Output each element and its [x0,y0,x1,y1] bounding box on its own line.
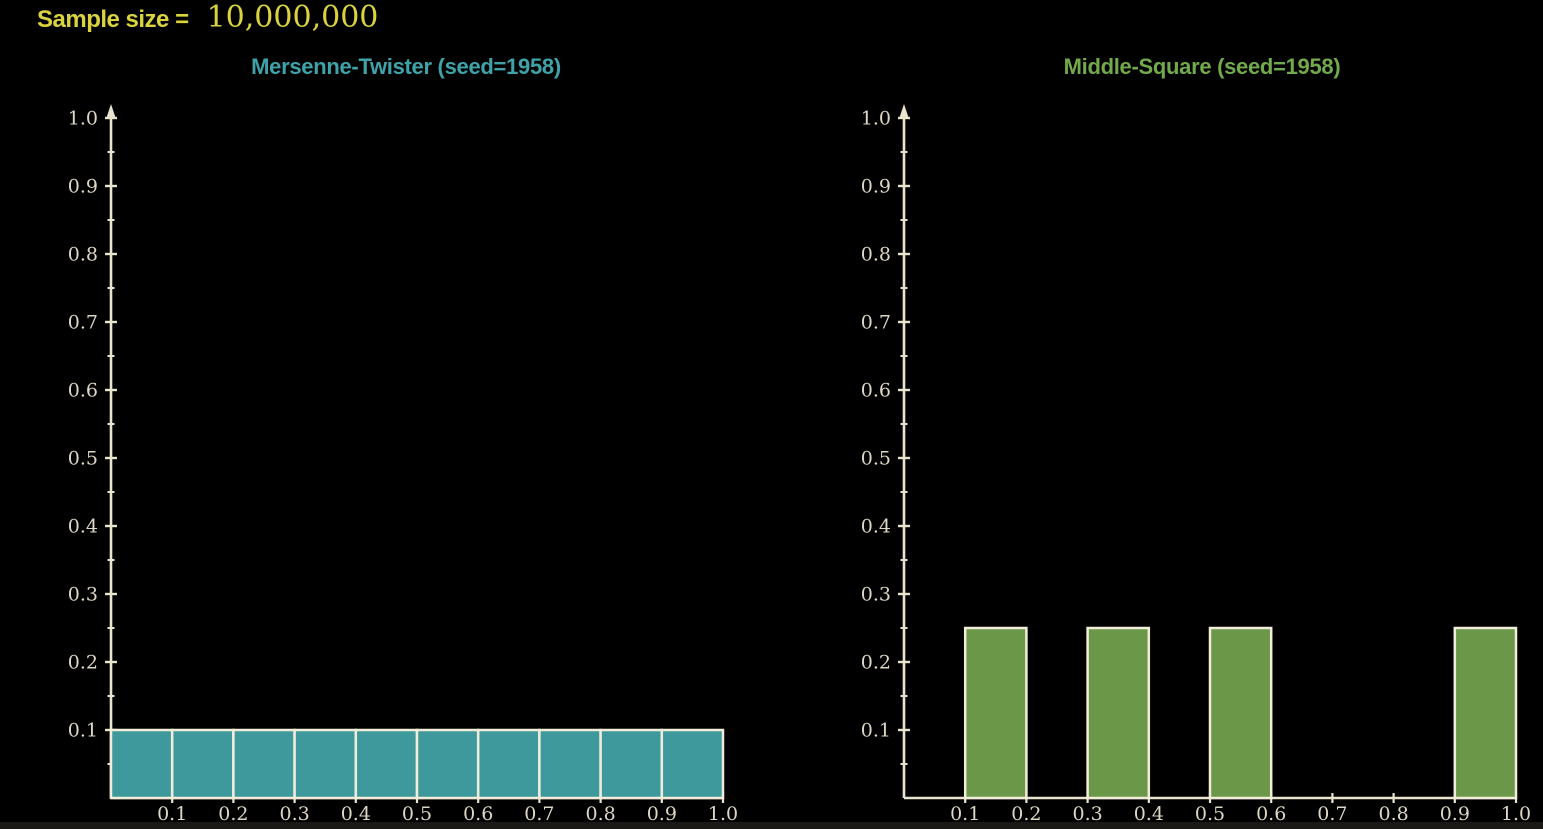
y-tick-label: 0.8 [861,244,891,266]
mersenne-twister-histogram: 0.1 0.2 0.3 0.4 0.5 0.6 0.7 0.8 0.9 1.0 0.1 0.2 0.3 0… [68,104,738,825]
y-tick-label: 0.2 [861,652,891,674]
y-tick-label: 0.1 [861,720,891,742]
y-tick-label: 0.2 [68,652,98,674]
y-tick-label: 0.3 [861,584,891,606]
middle-square-histogram: 0.1 0.2 0.3 0.4 0.5 0.6 0.7 0.8 0.9 1.0 0.1 0.2 0.3 0… [861,104,1531,825]
x-tick-label: 0.4 [341,803,371,825]
y-tick-label: 0.8 [68,244,98,266]
histogram-bar [476,728,541,800]
x-tick-label: 0.2 [1011,803,1041,825]
x-tick-label: 0.7 [524,803,554,825]
bottom-edge-artifact [0,822,1543,829]
histogram-bar [963,626,1028,800]
x-tick-label: 0.3 [279,803,309,825]
y-tick-label: 0.5 [861,448,891,470]
x-tick-label: 1.0 [1501,803,1531,825]
x-tick-label: 0.7 [1317,803,1347,825]
x-tick-label: 0.2 [218,803,248,825]
histogram-bar [599,728,664,800]
y-tick-label: 0.6 [861,380,891,402]
x-tick-label: 0.8 [1378,803,1408,825]
y-tick-label: 0.3 [68,584,98,606]
histogram-bar [1453,626,1518,800]
histogram-bar [232,728,296,800]
x-tick-label: 0.5 [402,803,432,825]
sample-size-label: Sample size = [37,6,189,33]
x-tick-label: 0.6 [1256,803,1286,825]
y-tick-label: 1.0 [861,108,891,130]
x-tick-label: 1.0 [708,803,738,825]
x-tick-label: 0.8 [585,803,615,825]
x-tick-label: 0.4 [1134,803,1164,825]
histogram-bar [415,728,480,800]
histogram-bar [538,728,602,800]
sample-size-value: 10,000,000 [206,0,379,35]
histogram-bar [354,728,419,800]
y-tick-label: 1.0 [68,108,98,130]
y-axis-arrow [106,104,116,119]
x-tick-label: 0.9 [647,803,677,825]
y-tick-label: 0.5 [68,448,98,470]
x-tick-label: 0.6 [463,803,493,825]
y-axis-arrow [899,104,909,119]
x-tick-label: 0.5 [1195,803,1225,825]
histogram-bar [170,728,235,800]
histogram-bar [660,728,725,800]
x-tick-label: 0.9 [1440,803,1470,825]
histogram-bar [109,728,174,800]
sample-size-readout: Sample size = 10,000,000 [37,0,378,42]
y-tick-label: 0.6 [68,380,98,402]
chart-title-middle-square: Middle-Square (seed=1958) [1063,54,1341,79]
histogram-bar [1208,626,1273,800]
y-tick-label: 0.4 [68,516,98,538]
y-tick-label: 0.1 [68,720,98,742]
y-tick-label: 0.7 [68,312,98,334]
histogram-bar [1086,626,1151,800]
y-tick-label: 0.7 [861,312,891,334]
x-tick-label: 0.1 [950,803,980,825]
histogram-bar [293,728,358,800]
y-tick-label: 0.9 [68,176,98,198]
y-tick-label: 0.4 [861,516,891,538]
y-tick-label: 0.9 [861,176,891,198]
x-tick-label: 0.3 [1072,803,1102,825]
chart-title-mersenne-twister: Mersenne-Twister (seed=1958) [251,54,561,79]
x-tick-label: 0.1 [157,803,187,825]
